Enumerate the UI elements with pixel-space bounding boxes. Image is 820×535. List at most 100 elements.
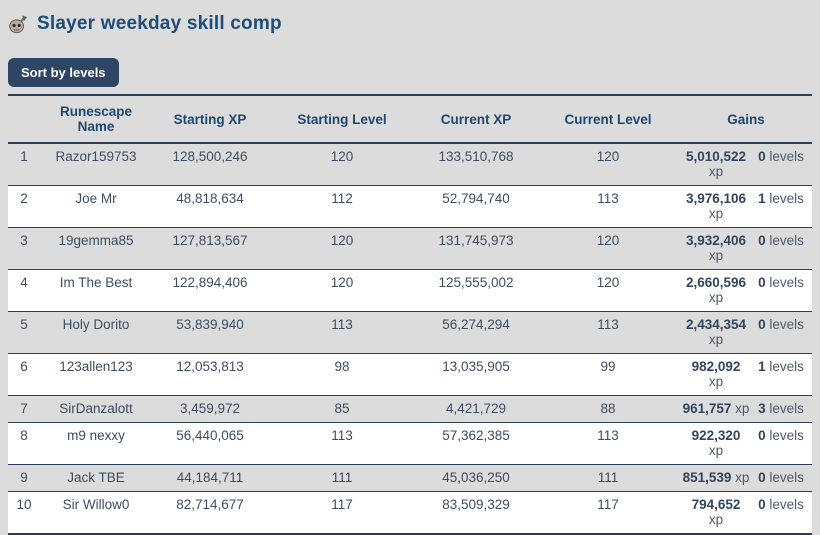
starting-level-cell: 120 (330, 233, 354, 248)
gains-levels-unit: levels (769, 149, 804, 164)
rank-cell: 10 (16, 497, 32, 512)
player-name-cell: Jack TBE (67, 470, 125, 485)
gains-xp: 3,932,406 xp (685, 233, 747, 263)
player-name-cell: m9 nexxy (67, 428, 125, 443)
page-title: Slayer weekday skill comp (37, 13, 282, 34)
player-name-cell: Sir Willow0 (62, 497, 130, 512)
player-name-cell: 19gemma85 (58, 233, 134, 248)
gains-xp: 851,539 xp (682, 470, 750, 485)
table-row: 1 Razor159753 128,500,246 120 133,510,768 120… (8, 143, 812, 186)
gains-levels-unit: levels (769, 233, 804, 248)
column-header-runescape-name: Runescape Name (40, 95, 152, 144)
gains-xp-unit: xp (708, 164, 724, 179)
starting-xp-cell: 44,184,711 (176, 470, 244, 485)
gains-levels-unit: levels (769, 497, 804, 512)
current-xp-cell: 131,745,973 (438, 233, 514, 248)
gains-xp: 5,010,522 xp (685, 149, 747, 179)
table-row: 2 Joe Mr 48,818,634 112 52,794,740 113 3,976,1… (8, 185, 812, 228)
current-level-cell: 120 (596, 275, 620, 290)
starting-level-cell: 113 (331, 428, 353, 443)
rank-cell: 7 (20, 401, 28, 416)
gains-levels-unit: levels (769, 428, 804, 443)
gains-levels-unit: levels (769, 470, 804, 485)
current-xp-cell: 133,510,768 (438, 149, 514, 164)
gains-xp: 2,660,596 xp (685, 275, 747, 305)
gains-cell: 961,757 xp 3 levels (680, 396, 812, 423)
header-row: Runescape Name Starting XP Starting Leve… (8, 95, 812, 144)
gains-xp-unit: xp (708, 374, 724, 389)
current-xp-cell: 83,509,329 (442, 497, 510, 512)
rank-cell: 4 (20, 275, 28, 290)
gains-levels: 0 levels (758, 275, 804, 290)
column-header-starting-xp: Starting XP (152, 95, 268, 144)
starting-xp-cell: 12,053,813 (176, 359, 244, 374)
current-level-cell: 113 (597, 317, 619, 332)
gains-levels: 0 levels (758, 428, 804, 443)
starting-level-cell: 113 (331, 317, 353, 332)
starting-level-cell: 120 (330, 149, 354, 164)
rank-cell: 2 (20, 191, 28, 206)
gains-cell: 851,539 xp 0 levels (680, 465, 812, 492)
gains-levels: 1 levels (758, 191, 804, 206)
gains-xp-unit: xp (708, 512, 724, 527)
gains-cell: 794,652 xp 0 levels (680, 492, 812, 535)
column-header-gains: Gains (680, 95, 812, 144)
starting-level-cell: 112 (331, 191, 353, 206)
current-xp-cell: 52,794,740 (442, 191, 510, 206)
current-xp-cell: 45,036,250 (442, 470, 510, 485)
gains-levels: 0 levels (758, 497, 804, 512)
sort-by-levels-button[interactable]: Sort by levels (8, 58, 119, 87)
current-xp-cell: 57,362,385 (442, 428, 510, 443)
current-level-cell: 88 (600, 401, 616, 416)
gains-levels: 0 levels (758, 149, 804, 164)
current-level-cell: 120 (596, 233, 620, 248)
player-name-cell: SirDanzalott (59, 401, 133, 416)
rank-cell: 1 (20, 149, 28, 164)
gains-cell: 922,320 xp 0 levels (680, 423, 812, 465)
page-header: Slayer weekday skill comp (8, 0, 812, 35)
gains-xp-unit: xp (708, 443, 724, 458)
gains-levels-unit: levels (769, 401, 804, 416)
gains-xp: 794,652 xp (691, 497, 741, 527)
column-header-current-xp: Current XP (416, 95, 536, 144)
gains-xp: 961,757 xp (682, 401, 750, 416)
gains-xp-unit: xp (708, 206, 724, 221)
gains-xp: 982,092 xp (691, 359, 741, 389)
column-header-starting-level: Starting Level (268, 95, 416, 144)
slayer-skill-icon (8, 14, 28, 34)
player-name-cell: Im The Best (59, 275, 133, 290)
gains-levels-unit: levels (769, 317, 804, 332)
gains-levels: 0 levels (758, 233, 804, 248)
current-level-cell: 120 (596, 149, 620, 164)
gains-xp: 2,434,354 xp (685, 317, 747, 347)
gains-cell: 3,976,106 xp 1 levels (680, 186, 812, 228)
starting-xp-cell: 122,894,406 (172, 275, 248, 290)
gains-cell: 5,010,522 xp 0 levels (680, 143, 812, 186)
player-name-cell: Joe Mr (75, 191, 117, 206)
player-name-cell: Holy Dorito (62, 317, 130, 332)
starting-xp-cell: 3,459,972 (179, 401, 241, 416)
current-level-cell: 117 (597, 497, 619, 512)
gains-xp: 922,320 xp (691, 428, 741, 458)
gains-levels: 3 levels (758, 401, 804, 416)
gains-cell: 3,932,406 xp 0 levels (680, 228, 812, 270)
current-level-cell: 99 (600, 359, 616, 374)
rank-cell: 8 (20, 428, 28, 443)
current-level-cell: 113 (597, 428, 619, 443)
starting-xp-cell: 56,440,065 (176, 428, 244, 443)
rank-column-header (8, 95, 40, 144)
table-row: 10 Sir Willow0 82,714,677 117 83,509,329 117 7… (8, 491, 812, 535)
gains-levels-unit: levels (769, 275, 804, 290)
current-xp-cell: 4,421,729 (445, 401, 507, 416)
table-row: 8 m9 nexxy 56,440,065 113 57,362,385 113 922,3… (8, 422, 812, 465)
table-row: 3 19gemma85 127,813,567 120 131,745,973 120 3,… (8, 228, 812, 270)
gains-levels-unit: levels (769, 191, 804, 206)
starting-level-cell: 120 (330, 275, 354, 290)
starting-xp-cell: 128,500,246 (172, 149, 248, 164)
gains-levels: 0 levels (758, 317, 804, 332)
gains-cell: 982,092 xp 1 levels (680, 354, 812, 396)
gains-xp-unit: xp (708, 332, 724, 347)
rank-cell: 3 (20, 233, 28, 248)
leaderboard-table: Runescape Name Starting XP Starting Leve… (8, 94, 812, 535)
